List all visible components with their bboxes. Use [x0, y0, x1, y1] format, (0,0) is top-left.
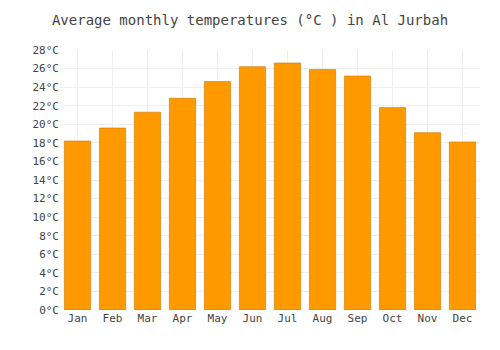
svg-text:Oct: Oct: [383, 312, 403, 325]
svg-text:0°C: 0°C: [39, 304, 59, 317]
svg-text:26°C: 26°C: [33, 62, 60, 75]
svg-text:24°C: 24°C: [33, 81, 60, 94]
svg-text:18°C: 18°C: [33, 137, 60, 150]
svg-text:6°C: 6°C: [39, 248, 59, 261]
svg-text:Dec: Dec: [453, 312, 473, 325]
svg-text:Average monthly temperatures (: Average monthly temperatures (°C ) in Al…: [52, 12, 448, 28]
svg-text:14°C: 14°C: [33, 174, 60, 187]
svg-text:22°C: 22°C: [33, 100, 60, 113]
svg-text:Jul: Jul: [278, 312, 298, 325]
svg-text:May: May: [208, 312, 228, 325]
svg-text:20°C: 20°C: [33, 118, 60, 131]
svg-text:2°C: 2°C: [39, 285, 59, 298]
svg-text:4°C: 4°C: [39, 267, 59, 280]
svg-text:10°C: 10°C: [33, 211, 60, 224]
svg-text:28°C: 28°C: [33, 44, 60, 57]
svg-text:Sep: Sep: [348, 312, 368, 325]
svg-text:Mar: Mar: [138, 312, 158, 325]
svg-text:Nov: Nov: [418, 312, 438, 325]
svg-text:Apr: Apr: [173, 312, 193, 325]
svg-text:Feb: Feb: [103, 312, 123, 325]
svg-text:16°C: 16°C: [33, 155, 60, 168]
svg-text:Jun: Jun: [243, 312, 263, 325]
svg-text:12°C: 12°C: [33, 192, 60, 205]
svg-text:Aug: Aug: [313, 312, 333, 325]
svg-text:8°C: 8°C: [39, 230, 59, 243]
svg-text:Jan: Jan: [68, 312, 88, 325]
